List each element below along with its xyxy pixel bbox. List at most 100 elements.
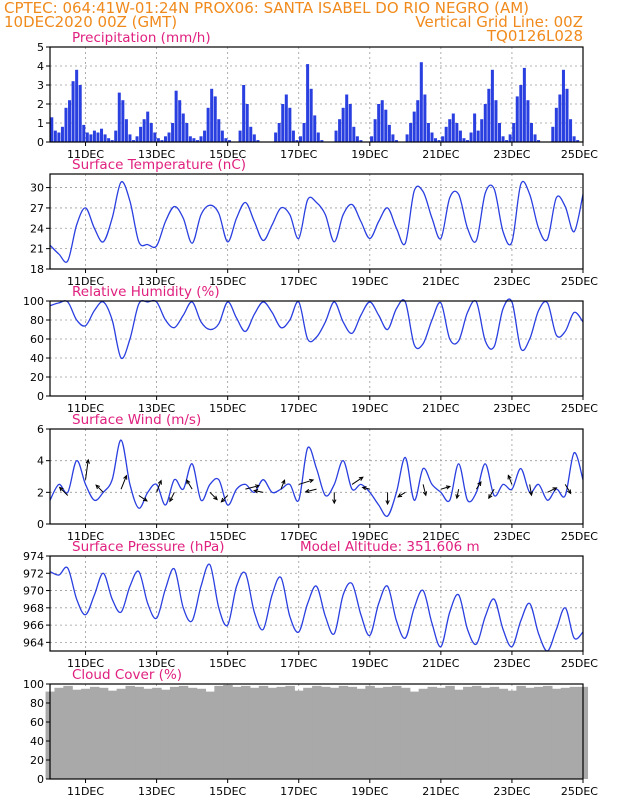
precipitation-bar-86 xyxy=(355,136,359,142)
wind-arrow-0 xyxy=(58,486,69,496)
precipitation-bar-15 xyxy=(103,134,107,142)
wind-arrow-head-15 xyxy=(332,499,337,505)
cloud-cover-area-5 xyxy=(89,686,100,779)
cloud-cover-area-12 xyxy=(152,687,162,779)
cloud-cover-area-23 xyxy=(249,687,260,779)
temperature-ytick-label-0: 18 xyxy=(30,263,44,276)
pressure-title: Surface Pressure (hPa) xyxy=(72,539,225,555)
precipitation-bar-76 xyxy=(320,140,324,142)
header-run-time: 10DEC2020 00Z (GMT) xyxy=(4,13,177,31)
wind-arrow-28 xyxy=(564,484,572,495)
cloud-cover-area-45 xyxy=(445,685,455,779)
precipitation-bar-35 xyxy=(174,90,178,142)
cloud-cover-area-34 xyxy=(347,686,358,779)
humidity-xtick-label-3: 17DEC xyxy=(280,402,317,415)
pressure-ytick-label-0: 964 xyxy=(23,636,44,649)
wind-arrow-15 xyxy=(332,492,337,505)
precipitation-bar-107 xyxy=(430,132,434,142)
precipitation-bar-124 xyxy=(490,69,494,142)
wind-arrow-head-5 xyxy=(157,479,162,485)
precipitation-bar-23 xyxy=(131,140,136,142)
pressure-xtick-label-2: 15DEC xyxy=(209,657,246,670)
wind-arrow-16 xyxy=(351,476,364,485)
precipitation-bar-108 xyxy=(434,138,438,142)
precipitation-bar-133 xyxy=(522,67,526,142)
precipitation-bar-117 xyxy=(466,140,470,142)
cloud-cover-area-56 xyxy=(543,685,553,779)
temperature-xtick-label-6: 23DEC xyxy=(493,275,530,288)
wind-arrow-shaft-13 xyxy=(298,479,314,485)
cloud-cover-area-18 xyxy=(205,691,215,779)
cloud-cover-area-16 xyxy=(187,687,198,779)
wind-arrow-shaft-12 xyxy=(280,479,286,490)
precipitation-bar-112 xyxy=(448,119,452,142)
precipitation-title: Precipitation (mm/h) xyxy=(72,30,211,46)
wind-xtick-label-3: 17DEC xyxy=(280,530,317,543)
precipitation-bar-87 xyxy=(359,140,363,142)
precipitation-ytick-label-5: 5 xyxy=(37,41,44,54)
temperature-title: Surface Temperature (nC) xyxy=(72,157,246,173)
cloud-cover-ytick-label-3: 60 xyxy=(30,716,44,729)
cloud-cover-area-24 xyxy=(258,685,269,779)
wind-series-line xyxy=(49,439,584,518)
cloud-cover-area-38 xyxy=(383,686,393,779)
precipitation-xtick-label-7: 25DEC xyxy=(561,148,598,161)
cloud-cover-area-4 xyxy=(81,688,91,779)
wind-xtick-label-4: 19DEC xyxy=(351,530,388,543)
precipitation-bar-74 xyxy=(313,115,317,142)
pressure-xtick-label-7: 25DEC xyxy=(561,657,598,670)
precipitation-bar-20 xyxy=(121,100,125,142)
precipitation-bar-46 xyxy=(213,96,217,142)
precipitation-bar-73 xyxy=(309,88,313,142)
precipitation-bar-28 xyxy=(149,123,153,142)
precipitation-bar-69 xyxy=(295,140,299,142)
wind-arrow-head-9 xyxy=(220,497,226,503)
precipitation-bar-67 xyxy=(288,107,292,142)
temperature-xtick-label-7: 25DEC xyxy=(561,275,598,288)
humidity-title: Relative Humidity (%) xyxy=(72,284,220,300)
cloud-cover-area-26 xyxy=(276,686,287,779)
pressure-ytick-label-1: 966 xyxy=(23,619,44,632)
wind-arrow-21 xyxy=(440,485,451,490)
precipitation-xtick-label-6: 23DEC xyxy=(493,148,530,161)
humidity-ytick-label-5: 100 xyxy=(23,295,44,308)
precipitation-bar-127 xyxy=(501,136,505,142)
wind-arrow-head-0 xyxy=(58,486,64,492)
temperature-xtick-label-4: 19DEC xyxy=(351,275,388,288)
cloud-cover-frame xyxy=(49,683,584,780)
precipitation-frame xyxy=(49,46,584,143)
humidity-ytick-label-2: 40 xyxy=(30,352,44,365)
temperature-xtick-label-3: 17DEC xyxy=(280,275,317,288)
precipitation-bar-142 xyxy=(554,107,558,142)
precipitation-bar-115 xyxy=(458,130,462,142)
cloud-cover-area-32 xyxy=(329,687,340,779)
wind-arrow-head-26 xyxy=(528,491,534,497)
precipitation-xtick-label-0: 11DEC xyxy=(67,148,104,161)
precipitation-panel: 0 1 2 3 4 5 11DEC 13DEC 15DEC 17DEC 19DEC 21DEC 23DE… xyxy=(37,30,598,161)
wind-ytick-label-1: 2 xyxy=(37,486,44,499)
precipitation-bar-94 xyxy=(384,109,388,142)
wind-arrow-25 xyxy=(507,474,513,485)
precipitation-bar-82 xyxy=(341,107,345,142)
precipitation-bar-85 xyxy=(352,126,356,142)
pressure-ytick-label-4: 972 xyxy=(23,567,44,580)
precipitation-bar-147 xyxy=(572,136,576,142)
precipitation-bar-141 xyxy=(551,126,555,142)
wind-xtick-label-5: 21DEC xyxy=(422,530,459,543)
wind-arrow-head-28 xyxy=(567,489,572,495)
precipitation-bar-8 xyxy=(78,85,82,142)
wind-arrow-shaft-27 xyxy=(547,487,557,493)
precipitation-bar-47 xyxy=(217,119,221,142)
precipitation-bar-19 xyxy=(117,92,121,142)
precipitation-xtick-label-3: 17DEC xyxy=(280,148,317,161)
wind-ytick-label-3: 6 xyxy=(37,423,44,436)
wind-arrow-23 xyxy=(475,480,482,490)
precipitation-bar-27 xyxy=(146,111,150,142)
cloud-cover-area-19 xyxy=(214,685,224,779)
wind-arrow-head-12 xyxy=(281,479,286,485)
cloud-cover-ytick-label-4: 80 xyxy=(30,697,44,710)
wind-arrow-13 xyxy=(298,478,315,485)
precipitation-bar-36 xyxy=(178,100,182,142)
wind-arrow-head-18 xyxy=(385,500,390,506)
precipitation-bar-0 xyxy=(50,117,54,142)
